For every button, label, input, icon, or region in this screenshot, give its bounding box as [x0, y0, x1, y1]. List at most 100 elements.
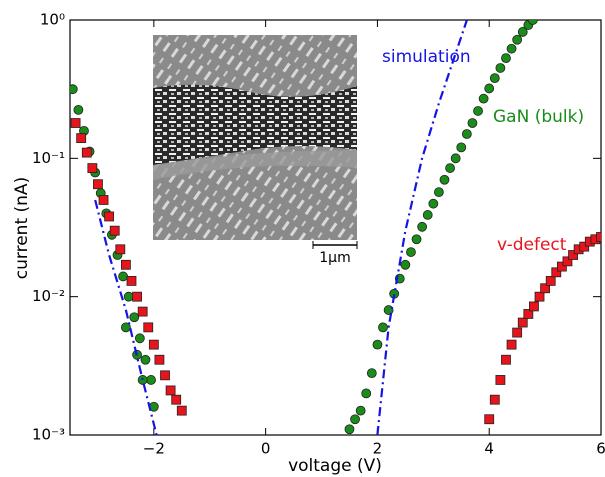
- data-point: [406, 247, 416, 257]
- data-point: [361, 388, 372, 399]
- data-point: [146, 375, 156, 385]
- data-point: [495, 63, 506, 73]
- data-point: [506, 43, 517, 54]
- data-point: [93, 179, 103, 190]
- data-point: [98, 195, 109, 205]
- data-point: [529, 301, 539, 312]
- series-label: GaN (bulk): [493, 107, 584, 127]
- data-point: [417, 221, 428, 232]
- data-point: [366, 368, 377, 379]
- data-point: [137, 375, 148, 385]
- data-point: [422, 210, 433, 220]
- data-point: [411, 234, 422, 245]
- scale-bar-label: 1μm: [319, 250, 350, 266]
- data-point: [540, 283, 551, 294]
- data-point: [126, 276, 137, 286]
- afm-defect-band: [153, 84, 357, 165]
- data-point: [160, 370, 170, 381]
- data-point: [81, 147, 92, 158]
- data-point: [501, 354, 511, 365]
- afm-edge: [153, 150, 357, 180]
- data-point: [450, 153, 461, 164]
- data-point: [109, 225, 120, 236]
- data-point: [428, 198, 439, 209]
- data-point: [484, 83, 495, 94]
- x-axis-title: voltage (V): [288, 456, 382, 476]
- y-tick-label: 10⁻¹: [32, 149, 65, 167]
- x-tick-label: 6: [596, 440, 605, 458]
- data-point: [467, 118, 478, 128]
- data-point: [434, 187, 444, 198]
- data-point: [70, 84, 78, 95]
- data-point: [439, 174, 450, 185]
- data-point: [143, 322, 154, 333]
- data-point: [70, 118, 81, 128]
- data-point: [534, 291, 545, 302]
- data-point: [154, 354, 165, 365]
- data-point: [562, 256, 573, 267]
- inset-image: 1μm: [153, 35, 358, 266]
- data-point: [120, 259, 131, 270]
- data-point: [456, 142, 467, 153]
- data-point: [473, 106, 483, 116]
- data-point: [76, 133, 87, 144]
- data-point: [445, 163, 455, 173]
- data-point: [104, 211, 115, 222]
- data-point: [378, 322, 388, 333]
- y-tick-label: 10⁻³: [32, 426, 65, 444]
- data-point: [118, 271, 128, 282]
- y-tick-label: 10⁰: [40, 11, 65, 29]
- data-point: [165, 385, 176, 396]
- data-point: [129, 312, 140, 323]
- data-point: [176, 405, 187, 416]
- data-point: [512, 34, 523, 45]
- data-point: [523, 309, 534, 319]
- series-label: simulation: [382, 47, 471, 67]
- data-point: [355, 405, 366, 416]
- data-point: [383, 305, 394, 315]
- data-point: [372, 339, 383, 350]
- data-point: [461, 129, 472, 139]
- data-point: [489, 394, 500, 405]
- y-axis-title: current (nA): [12, 177, 32, 279]
- data-point: [115, 244, 126, 255]
- data-point: [568, 250, 578, 260]
- plot-area: [70, 20, 601, 435]
- data-point: [140, 354, 151, 365]
- data-point: [512, 327, 523, 338]
- data-point: [134, 333, 145, 344]
- x-tick-label: 0: [261, 440, 271, 458]
- data-point: [517, 317, 528, 328]
- data-point: [148, 339, 159, 350]
- data-point: [545, 276, 556, 286]
- data-point: [137, 306, 148, 317]
- data-point: [501, 53, 511, 64]
- data-point: [551, 267, 562, 278]
- data-point: [484, 414, 495, 425]
- data-point: [344, 424, 355, 435]
- y-tick-label: 10⁻²: [32, 287, 65, 305]
- data-point: [527, 20, 538, 25]
- series-label: v-defect: [497, 235, 567, 255]
- data-point: [350, 414, 360, 425]
- x-tick-label: 2: [373, 440, 383, 458]
- x-tick-label: −2: [143, 440, 165, 458]
- data-point: [400, 259, 411, 270]
- data-point: [495, 375, 506, 385]
- data-point: [506, 339, 517, 350]
- data-point: [132, 291, 142, 302]
- simulation-line: [94, 20, 468, 435]
- data-point: [489, 73, 500, 84]
- data-point: [120, 322, 131, 333]
- data-point: [171, 394, 182, 405]
- data-point: [123, 291, 134, 302]
- data-point: [73, 104, 84, 115]
- x-tick-label: 4: [484, 440, 494, 458]
- data-point: [579, 241, 590, 252]
- data-point: [596, 232, 601, 242]
- data-point: [556, 261, 567, 272]
- data-point: [87, 163, 98, 173]
- data-point: [478, 93, 489, 104]
- data-point: [517, 27, 528, 37]
